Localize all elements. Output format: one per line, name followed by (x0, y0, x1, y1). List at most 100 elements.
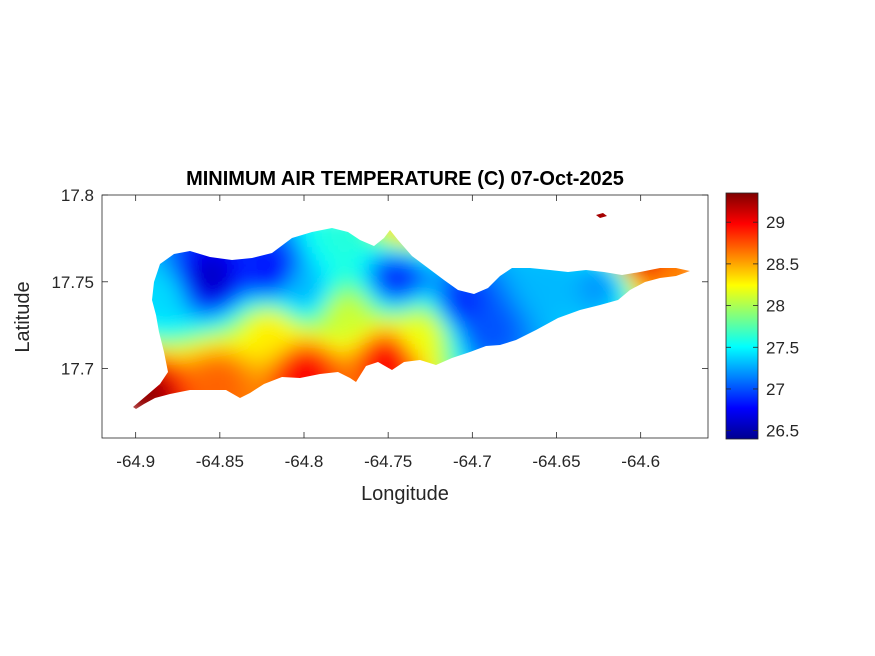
field-cell (485, 331, 492, 338)
field-cell (323, 361, 330, 368)
field-cell (461, 295, 468, 302)
field-cell (221, 313, 228, 320)
field-cell (317, 253, 324, 260)
field-cell (425, 355, 432, 362)
field-cell (335, 331, 342, 338)
field-cell (467, 319, 474, 326)
field-cell (335, 349, 342, 356)
field-cell (173, 331, 180, 338)
field-cell (509, 337, 516, 344)
field-cell (503, 301, 510, 308)
field-cell (173, 301, 180, 308)
field-cell (245, 289, 252, 296)
field-cell (221, 295, 228, 302)
field-cell (155, 277, 162, 284)
field-cell (503, 313, 510, 320)
field-cell (605, 271, 612, 278)
field-cell (263, 265, 270, 272)
field-cell (275, 265, 282, 272)
field-cell (209, 307, 216, 314)
field-cell (227, 385, 234, 392)
field-cell (269, 253, 276, 260)
field-cell (221, 337, 228, 344)
field-cell (179, 295, 186, 302)
field-cell (209, 361, 216, 368)
field-cell (197, 385, 204, 392)
field-cell (233, 319, 240, 326)
field-cell (413, 301, 420, 308)
field-cell (395, 289, 402, 296)
field-cell (365, 307, 372, 314)
field-cell (263, 373, 270, 380)
field-cell (341, 343, 348, 350)
field-cell (221, 379, 228, 386)
field-cell (233, 343, 240, 350)
field-cell (191, 259, 198, 266)
field-cell (377, 319, 384, 326)
field-cell (263, 253, 270, 260)
field-cell (395, 241, 402, 248)
field-cell (281, 367, 288, 374)
field-cell (179, 289, 186, 296)
field-cell (239, 367, 246, 374)
field-cell (623, 277, 630, 284)
field-cell (389, 265, 396, 272)
field-cell (515, 289, 522, 296)
field-cell (347, 271, 354, 278)
field-cell (293, 319, 300, 326)
field-cell (233, 295, 240, 302)
field-cell (341, 331, 348, 338)
field-cell (437, 355, 444, 362)
field-cell (521, 331, 528, 338)
field-cell (311, 319, 318, 326)
field-cell (287, 265, 294, 272)
field-cell (227, 283, 234, 290)
field-cell (467, 337, 474, 344)
field-cell (191, 313, 198, 320)
field-cell (569, 277, 576, 284)
field-cell (173, 313, 180, 320)
field-cell (203, 289, 210, 296)
field-cell (167, 295, 174, 302)
field-cell (377, 271, 384, 278)
field-cell (389, 277, 396, 284)
field-cell (467, 301, 474, 308)
field-cell (449, 301, 456, 308)
field-cell (281, 325, 288, 332)
field-cell (347, 259, 354, 266)
field-cell (527, 283, 534, 290)
field-cell (365, 253, 372, 260)
field-cell (245, 277, 252, 284)
field-cell (509, 319, 516, 326)
field-cell (251, 379, 258, 386)
field-cell (269, 307, 276, 314)
field-cell (365, 271, 372, 278)
field-cell (347, 331, 354, 338)
field-cell (509, 325, 516, 332)
field-cell (167, 355, 174, 362)
field-cell (383, 289, 390, 296)
field-cell (161, 385, 168, 392)
field-cell (257, 349, 264, 356)
field-cell (299, 319, 306, 326)
field-cell (323, 367, 330, 374)
field-cell (299, 259, 306, 266)
field-cell (203, 367, 210, 374)
field-cell (431, 289, 438, 296)
field-cell (245, 325, 252, 332)
field-cell (305, 319, 312, 326)
field-cell (461, 349, 468, 356)
field-cell (317, 265, 324, 272)
field-cell (323, 325, 330, 332)
field-cell (353, 349, 360, 356)
field-cell (335, 337, 342, 344)
field-cell (251, 319, 258, 326)
field-cell (491, 313, 498, 320)
colorbar-tick-label: 28.5 (766, 255, 799, 274)
field-cell (185, 331, 192, 338)
field-cell (281, 355, 288, 362)
field-cell (263, 343, 270, 350)
field-cell (467, 331, 474, 338)
field-cell (257, 325, 264, 332)
y-tick-label: 17.8 (61, 186, 94, 205)
